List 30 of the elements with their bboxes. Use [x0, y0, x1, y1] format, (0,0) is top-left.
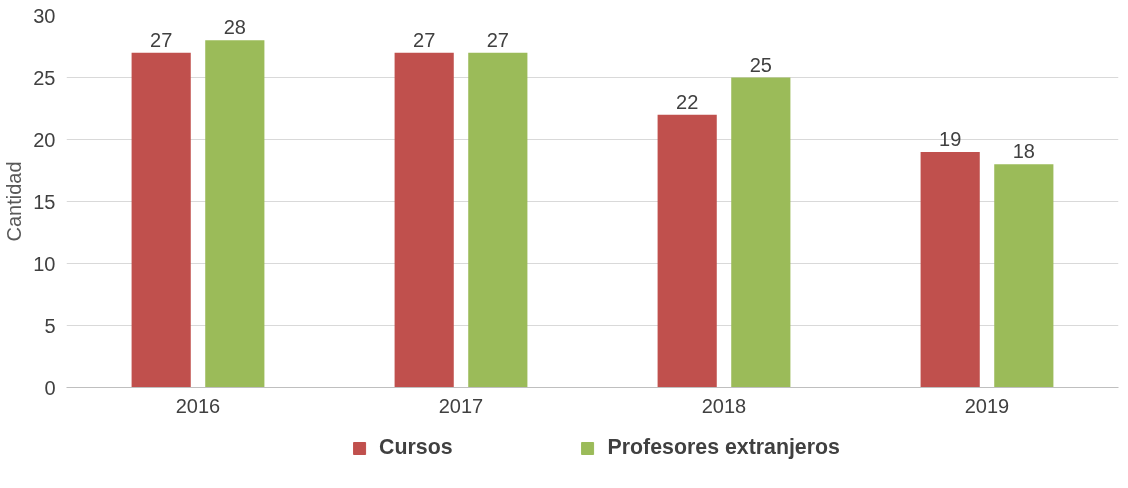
data-label: 19 — [939, 127, 962, 150]
bar — [468, 52, 528, 388]
bar — [131, 52, 191, 388]
legend-label: Profesores extranjeros — [607, 435, 840, 460]
y-tick-label: 5 — [44, 314, 56, 337]
data-label: 28 — [223, 16, 246, 39]
y-tick-label: 25 — [33, 66, 56, 89]
data-label: 27 — [150, 28, 173, 51]
data-label: 27 — [486, 28, 509, 51]
y-tick-label: 0 — [44, 376, 56, 399]
data-label: 18 — [1012, 140, 1035, 163]
bar — [657, 114, 717, 388]
bar — [394, 52, 454, 388]
y-tick-label: 10 — [33, 252, 56, 275]
legend-label: Cursos — [379, 435, 453, 460]
data-label: 27 — [413, 28, 436, 51]
x-tick-label: 2016 — [175, 394, 221, 417]
y-tick-label: 15 — [33, 190, 56, 213]
y-axis-title: Cantidad — [3, 161, 26, 242]
bar — [994, 164, 1054, 388]
bar — [205, 40, 265, 388]
x-tick-label: 2018 — [701, 394, 747, 417]
bar — [731, 77, 791, 388]
data-label: 25 — [749, 53, 772, 76]
x-tick-label: 2017 — [438, 394, 484, 417]
x-tick-label: 2019 — [964, 394, 1010, 417]
y-tick-label: 20 — [33, 128, 56, 151]
y-tick-label: 30 — [33, 4, 56, 27]
bar — [920, 151, 980, 388]
data-label: 22 — [676, 90, 699, 113]
